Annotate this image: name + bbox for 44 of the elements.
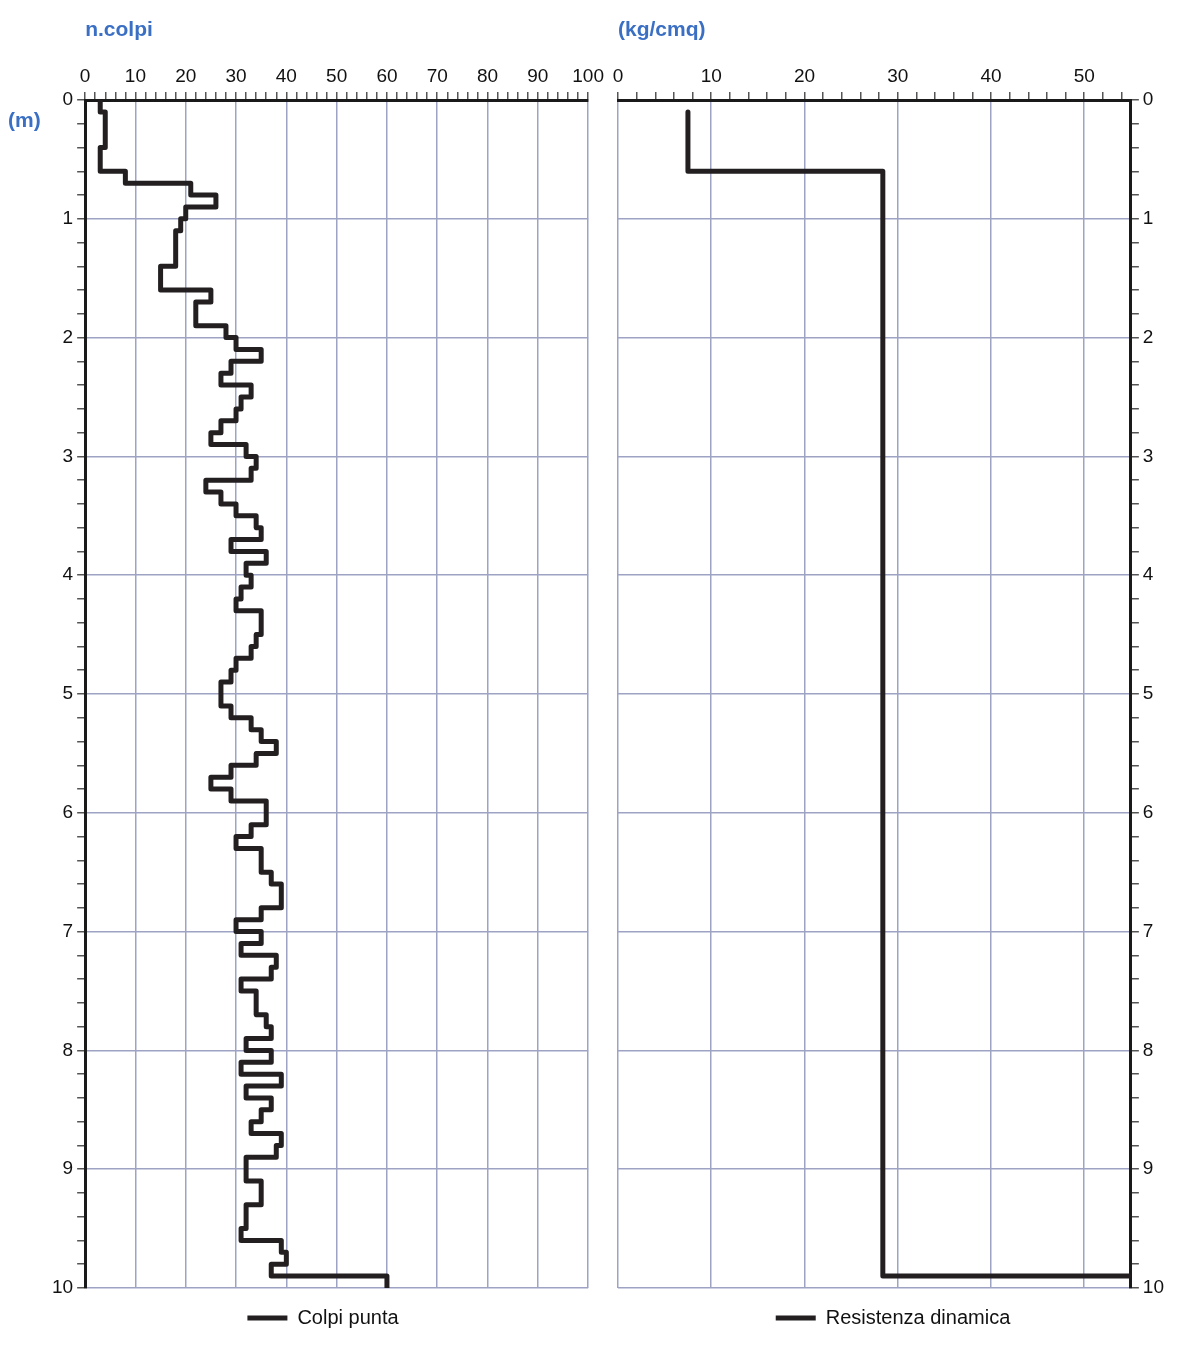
x-tick-label: 0: [79, 64, 91, 86]
y-tick-label: 7: [62, 919, 74, 941]
y-tick-label: 6: [1142, 801, 1154, 823]
y-tick-label: 1: [1142, 207, 1154, 229]
y-tick-label: 6: [62, 801, 74, 823]
y-axis-title: (m): [8, 108, 41, 132]
x-tick-label: 40: [980, 64, 1002, 86]
y-tick-label: 2: [62, 325, 74, 347]
y-tick-label: 3: [62, 444, 74, 466]
x-tick-label: 30: [887, 64, 909, 86]
legend-label: Resistenza dinamica: [825, 1305, 1012, 1328]
y-tick-label: 0: [1142, 88, 1154, 110]
y-tick-label: 2: [1142, 325, 1154, 347]
x-axis-title: (kg/cmq): [618, 17, 706, 41]
x-tick-label: 70: [426, 64, 448, 86]
y-tick-label: 0: [62, 88, 74, 110]
x-tick-label: 100: [572, 64, 604, 86]
x-tick-label: 20: [175, 64, 197, 86]
y-tick-label: 8: [62, 1038, 74, 1060]
y-tick-label: 1: [62, 207, 74, 229]
y-tick-label: 5: [62, 682, 74, 704]
y-tick-label: 10: [51, 1276, 74, 1298]
x-tick-label: 50: [1073, 64, 1095, 86]
x-axis-title: n.colpi: [85, 17, 153, 41]
x-tick-label: 90: [527, 64, 549, 86]
x-tick-label: 50: [326, 64, 348, 86]
y-tick-label: 5: [1142, 682, 1154, 704]
x-tick-label: 40: [275, 64, 297, 86]
x-tick-label: 10: [700, 64, 722, 86]
y-tick-label: 9: [1142, 1157, 1154, 1179]
x-tick-label: 80: [476, 64, 499, 86]
y-tick-label: 7: [1142, 919, 1154, 941]
y-tick-label: 10: [1142, 1276, 1165, 1298]
y-tick-label: 4: [1142, 563, 1154, 585]
x-tick-label: 0: [612, 64, 624, 86]
y-tick-label: 3: [1142, 444, 1154, 466]
y-tick-label: 8: [1142, 1038, 1154, 1060]
x-tick-label: 20: [793, 64, 816, 86]
x-tick-label: 10: [124, 64, 147, 86]
legend-label: Colpi punta: [297, 1305, 400, 1328]
x-tick-label: 30: [225, 64, 247, 86]
y-tick-label: 9: [62, 1157, 74, 1179]
y-tick-label: 4: [62, 563, 74, 585]
x-tick-label: 60: [376, 64, 398, 86]
